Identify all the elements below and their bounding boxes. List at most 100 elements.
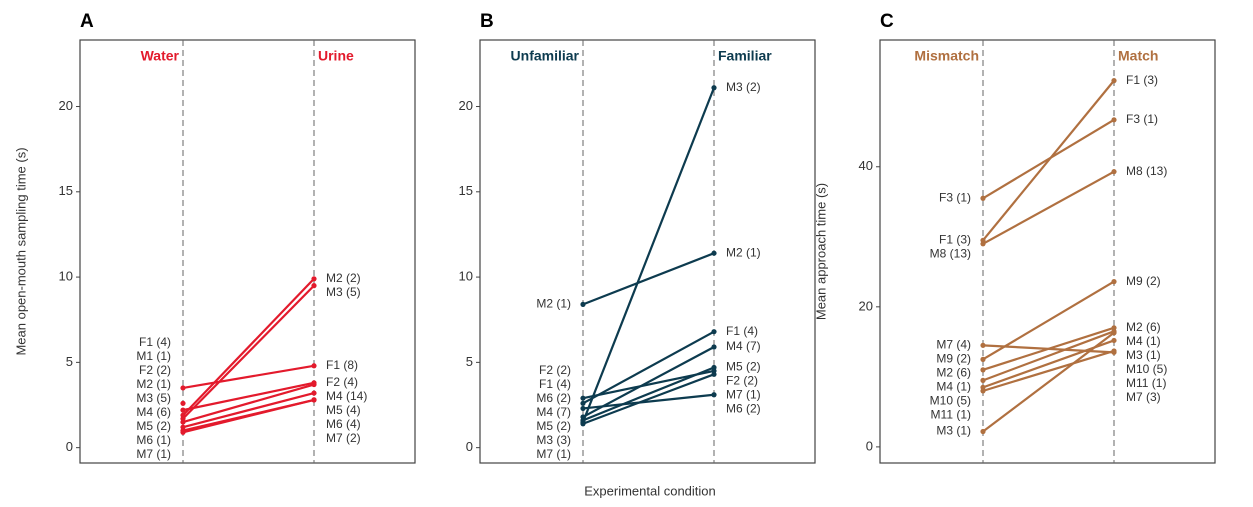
point-label: F1 (4)	[539, 377, 571, 391]
point-label: F1 (3)	[939, 232, 971, 246]
point	[711, 344, 717, 350]
point-label: M7 (2)	[326, 431, 361, 445]
point	[580, 421, 586, 427]
point	[1111, 117, 1117, 123]
point	[311, 397, 317, 403]
point-label: M1 (1)	[136, 349, 171, 363]
slope-line	[182, 383, 315, 424]
point-label: M10 (5)	[930, 394, 971, 408]
y-tick-label: 5	[466, 354, 473, 369]
plot-frame	[479, 39, 816, 464]
y-tick-label: 20	[859, 298, 873, 313]
y-tick-label: 0	[866, 438, 873, 453]
point-label: M3 (3)	[536, 433, 571, 447]
point-label: M7 (4)	[936, 338, 971, 352]
point-label: M9 (2)	[936, 352, 971, 366]
point-label: M7 (1)	[136, 447, 171, 461]
slope-line	[982, 331, 1115, 433]
y-tick-label: 0	[466, 439, 473, 454]
slope-line	[982, 326, 1115, 371]
point-label: F2 (2)	[726, 374, 758, 388]
point	[980, 356, 986, 362]
point	[580, 301, 586, 307]
point-label: M11 (1)	[1126, 376, 1166, 390]
point	[580, 400, 586, 406]
panel-title: A	[80, 11, 94, 32]
point	[1111, 348, 1117, 354]
y-tick-label: 40	[859, 158, 873, 173]
point	[311, 363, 317, 369]
slope-line	[582, 346, 715, 418]
condition-label: Familiar	[718, 48, 772, 64]
point-label: F2 (4)	[326, 375, 358, 389]
point-label: M8 (13)	[930, 246, 971, 260]
slope-line	[182, 392, 315, 429]
point	[1111, 330, 1117, 336]
slope-line	[982, 79, 1115, 241]
point-label: M6 (1)	[136, 433, 171, 447]
y-tick-label: 0	[66, 439, 73, 454]
point	[180, 429, 186, 435]
point-label: M4 (6)	[136, 405, 171, 419]
point-label: M5 (2)	[536, 419, 571, 433]
point-label: M4 (1)	[936, 380, 971, 394]
condition-label: Match	[1118, 48, 1158, 64]
point	[311, 276, 317, 282]
condition-label: Unfamiliar	[511, 48, 580, 64]
slope-line	[982, 280, 1115, 361]
point-label: F1 (4)	[726, 324, 758, 338]
point	[980, 195, 986, 201]
point	[980, 377, 986, 383]
y-tick-label: 15	[59, 183, 73, 198]
point	[711, 364, 717, 371]
point-label: M2 (2)	[326, 271, 361, 285]
y-tick-label: 10	[459, 269, 473, 284]
point	[980, 367, 986, 373]
point-label: M8 (13)	[1126, 164, 1167, 178]
slope-line	[182, 381, 315, 412]
point	[711, 329, 717, 335]
point	[180, 419, 186, 425]
y-tick-label: 20	[459, 98, 473, 113]
slope-line	[182, 284, 315, 420]
point	[980, 428, 986, 435]
x-axis-label: Experimental condition	[584, 483, 716, 498]
point-label: M11 (1)	[931, 408, 971, 422]
point	[580, 405, 586, 412]
point	[1111, 337, 1117, 344]
condition-label: Mismatch	[914, 48, 979, 64]
point-label: M5 (4)	[326, 403, 361, 417]
point	[980, 388, 986, 394]
point-label: M6 (2)	[536, 391, 571, 405]
point	[311, 283, 317, 289]
condition-label: Water	[141, 48, 180, 64]
panel-title: C	[880, 11, 894, 32]
point-label: M6 (2)	[726, 402, 761, 416]
y-tick-label: 15	[459, 183, 473, 198]
point-label: M7 (1)	[536, 447, 571, 461]
condition-label: Urine	[318, 48, 354, 64]
point-label: M4 (1)	[1126, 334, 1161, 348]
point-label: M6 (4)	[326, 417, 361, 431]
slope-line	[182, 278, 315, 417]
point	[580, 395, 586, 401]
slope-line	[982, 170, 1115, 245]
panel-title: B	[480, 11, 494, 32]
point-label: F1 (8)	[326, 358, 358, 372]
y-tick-label: 5	[66, 354, 73, 369]
point-label: F3 (1)	[939, 190, 971, 204]
plot-frame	[79, 39, 416, 464]
point-label: M3 (1)	[1126, 348, 1161, 362]
slope-line	[182, 398, 315, 434]
point-label: M4 (7)	[726, 339, 761, 353]
slope-line	[582, 373, 715, 425]
point	[1111, 279, 1117, 285]
point-label: M3 (5)	[326, 285, 361, 299]
point-label: F3 (1)	[1126, 112, 1158, 126]
point-label: M7 (3)	[1126, 390, 1161, 404]
point	[711, 371, 717, 377]
point-label: M2 (1)	[136, 377, 171, 391]
point	[980, 342, 986, 348]
point-label: M4 (14)	[326, 389, 367, 403]
slope-line	[582, 366, 715, 422]
